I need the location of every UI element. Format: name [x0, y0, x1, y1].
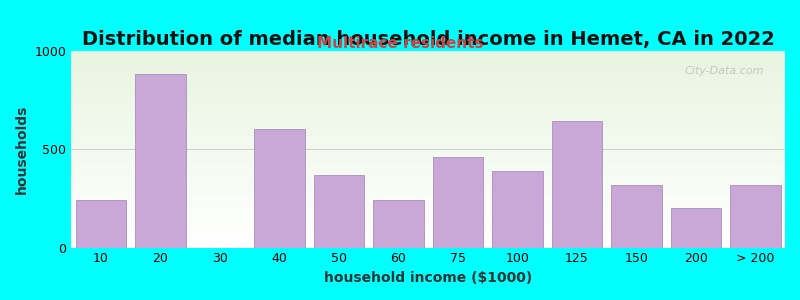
Bar	[551, 122, 602, 248]
Bar	[254, 129, 305, 248]
Bar	[433, 157, 483, 248]
Bar	[314, 175, 364, 248]
Bar	[492, 171, 542, 248]
X-axis label: household income ($1000): household income ($1000)	[324, 271, 532, 285]
Bar	[373, 200, 424, 247]
Text: Multirace residents: Multirace residents	[317, 36, 483, 51]
Title: Distribution of median household income in Hemet, CA in 2022: Distribution of median household income …	[82, 30, 774, 49]
Bar	[730, 184, 781, 248]
Y-axis label: households: households	[15, 104, 29, 194]
Bar	[76, 200, 126, 247]
Bar	[670, 208, 721, 248]
Text: City-Data.com: City-Data.com	[684, 66, 763, 76]
Bar	[611, 184, 662, 248]
Bar	[135, 74, 186, 247]
